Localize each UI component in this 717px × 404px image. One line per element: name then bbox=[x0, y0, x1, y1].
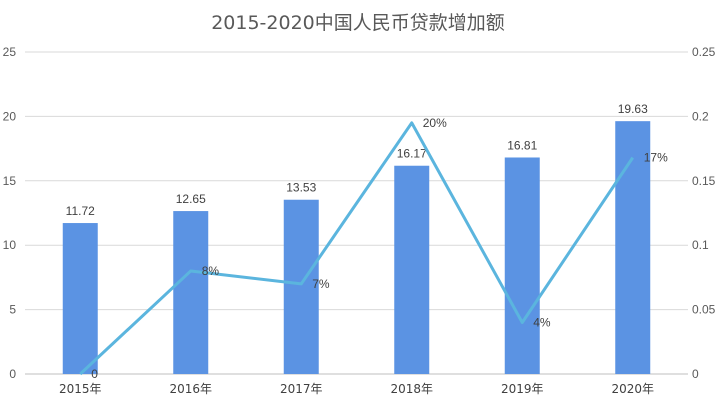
line-data-label: 4% bbox=[533, 315, 551, 329]
left-tick-label: 5 bbox=[9, 303, 16, 317]
line-data-label: 17% bbox=[644, 151, 668, 165]
bar bbox=[615, 121, 651, 374]
category-label: 2015年 bbox=[59, 382, 102, 396]
bar bbox=[283, 199, 319, 374]
line-data-label: 0 bbox=[91, 367, 98, 381]
bar-data-label: 12.65 bbox=[176, 192, 206, 206]
right-tick-label: 0.1 bbox=[692, 238, 709, 252]
bar bbox=[62, 223, 98, 374]
bar bbox=[504, 157, 540, 374]
category-label: 2018年 bbox=[390, 382, 433, 396]
left-tick-label: 20 bbox=[3, 109, 17, 123]
bar bbox=[394, 165, 430, 374]
line-data-label: 8% bbox=[202, 264, 220, 278]
bar bbox=[173, 211, 209, 374]
bar-series: 11.72 12.65 13.53 16.17 16.81 19.63 bbox=[62, 102, 651, 374]
series-line bbox=[79, 121, 634, 376]
left-tick-label: 15 bbox=[3, 174, 17, 188]
left-tick-label: 10 bbox=[3, 238, 17, 252]
right-axis-ticks: 0 0.05 0.1 0.15 0.2 0.25 bbox=[692, 45, 716, 381]
category-label: 2016年 bbox=[169, 382, 212, 396]
line-series: 0 8% 7% 20% 4% 17% bbox=[79, 116, 668, 381]
bar-data-label: 16.17 bbox=[397, 147, 427, 161]
right-tick-label: 0.05 bbox=[692, 303, 716, 317]
right-tick-label: 0 bbox=[692, 367, 699, 381]
gridlines bbox=[25, 51, 688, 375]
category-label: 2020年 bbox=[611, 382, 654, 396]
left-tick-label: 25 bbox=[3, 45, 17, 59]
bar-data-label: 13.53 bbox=[286, 181, 316, 195]
category-label: 2019年 bbox=[501, 382, 544, 396]
left-tick-label: 0 bbox=[9, 367, 16, 381]
right-tick-label: 0.15 bbox=[692, 174, 716, 188]
bar-data-label: 16.81 bbox=[507, 138, 537, 152]
bar-data-label: 11.72 bbox=[66, 204, 95, 218]
right-tick-label: 0.2 bbox=[692, 109, 709, 123]
category-label: 2017年 bbox=[280, 382, 323, 396]
line-data-label: 20% bbox=[423, 116, 447, 130]
category-axis: 2015年 2016年 2017年 2018年 2019年 2020年 bbox=[59, 382, 654, 396]
bar-data-label: 19.63 bbox=[618, 102, 648, 116]
chart-title: 2015-2020中国人民币贷款增加额 bbox=[211, 12, 505, 34]
left-axis-ticks: 0 5 10 15 20 25 bbox=[3, 45, 17, 381]
right-tick-label: 0.25 bbox=[692, 45, 716, 59]
line-data-label: 7% bbox=[312, 277, 330, 291]
